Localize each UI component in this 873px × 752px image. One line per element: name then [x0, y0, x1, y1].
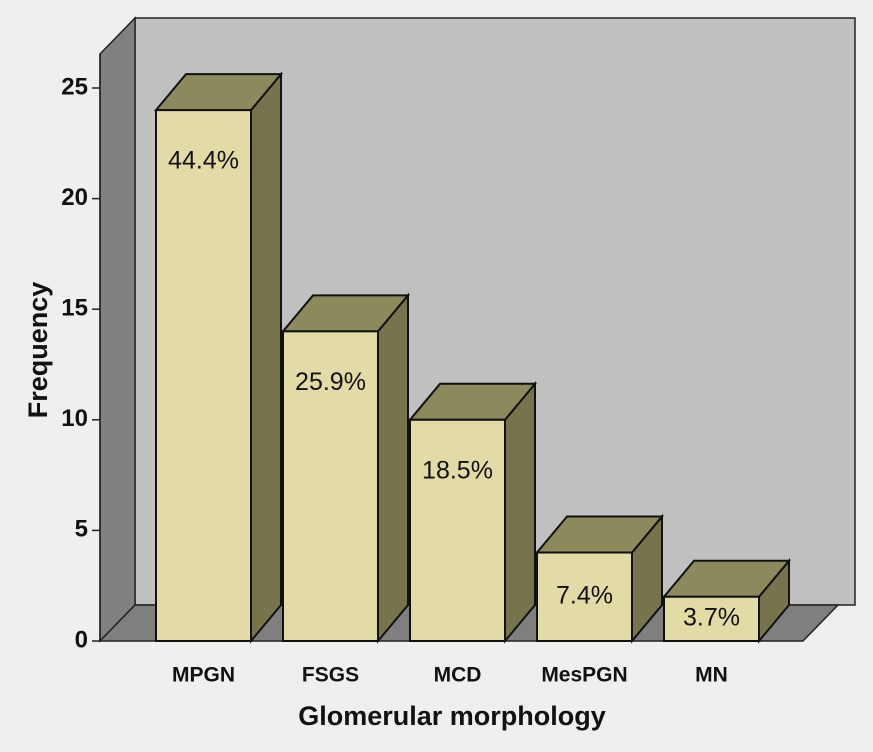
x-tick-label: MPGN — [172, 664, 235, 687]
x-axis-title: Glomerular morphology — [298, 701, 606, 731]
bar — [536, 551, 633, 643]
y-tick-label: 25 — [61, 73, 88, 100]
x-tick-label: MCD — [434, 664, 482, 687]
x-tick-label: FSGS — [302, 664, 359, 687]
x-tick-label: MN — [695, 664, 728, 687]
y-tick-label: 5 — [75, 516, 88, 543]
bar — [409, 418, 506, 642]
bar-side — [504, 381, 536, 644]
x-tick-label: MesPGN — [541, 664, 627, 687]
data-label: 7.4% — [556, 581, 613, 609]
bar-side — [377, 292, 409, 644]
bar — [282, 330, 379, 642]
side-wall — [99, 16, 136, 643]
data-label: 18.5% — [422, 456, 493, 484]
data-label: 3.7% — [683, 603, 740, 631]
y-axis-title: Frequency — [23, 282, 53, 419]
data-label: 25.9% — [295, 368, 366, 396]
data-label: 44.4% — [168, 147, 239, 175]
bar-side — [250, 71, 282, 644]
bar — [663, 595, 760, 643]
y-tick-label: 10 — [61, 405, 88, 432]
bar — [155, 109, 252, 643]
y-tick-label: 0 — [75, 626, 88, 653]
y-tick-label: 15 — [61, 295, 88, 322]
y-tick-label: 20 — [61, 184, 88, 211]
